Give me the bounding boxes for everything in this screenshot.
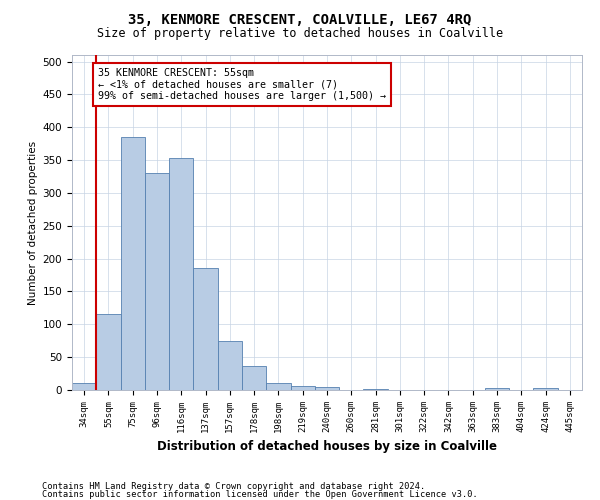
Text: Contains HM Land Registry data © Crown copyright and database right 2024.: Contains HM Land Registry data © Crown c… [42, 482, 425, 491]
Bar [218, 340, 242, 390]
Bar [169, 158, 193, 390]
Bar [485, 388, 509, 390]
Bar [96, 314, 121, 390]
Y-axis label: Number of detached properties: Number of detached properties [28, 140, 38, 304]
Bar [290, 386, 315, 390]
Text: Contains public sector information licensed under the Open Government Licence v3: Contains public sector information licen… [42, 490, 478, 499]
Text: 35, KENMORE CRESCENT, COALVILLE, LE67 4RQ: 35, KENMORE CRESCENT, COALVILLE, LE67 4R… [128, 12, 472, 26]
Bar [315, 388, 339, 390]
Bar [72, 384, 96, 390]
Text: Size of property relative to detached houses in Coalville: Size of property relative to detached ho… [97, 28, 503, 40]
Bar [533, 388, 558, 390]
Bar [266, 384, 290, 390]
Bar [193, 268, 218, 390]
Bar [145, 173, 169, 390]
Bar [121, 137, 145, 390]
Text: 35 KENMORE CRESCENT: 55sqm
← <1% of detached houses are smaller (7)
99% of semi-: 35 KENMORE CRESCENT: 55sqm ← <1% of deta… [98, 68, 386, 102]
Bar [242, 366, 266, 390]
X-axis label: Distribution of detached houses by size in Coalville: Distribution of detached houses by size … [157, 440, 497, 454]
